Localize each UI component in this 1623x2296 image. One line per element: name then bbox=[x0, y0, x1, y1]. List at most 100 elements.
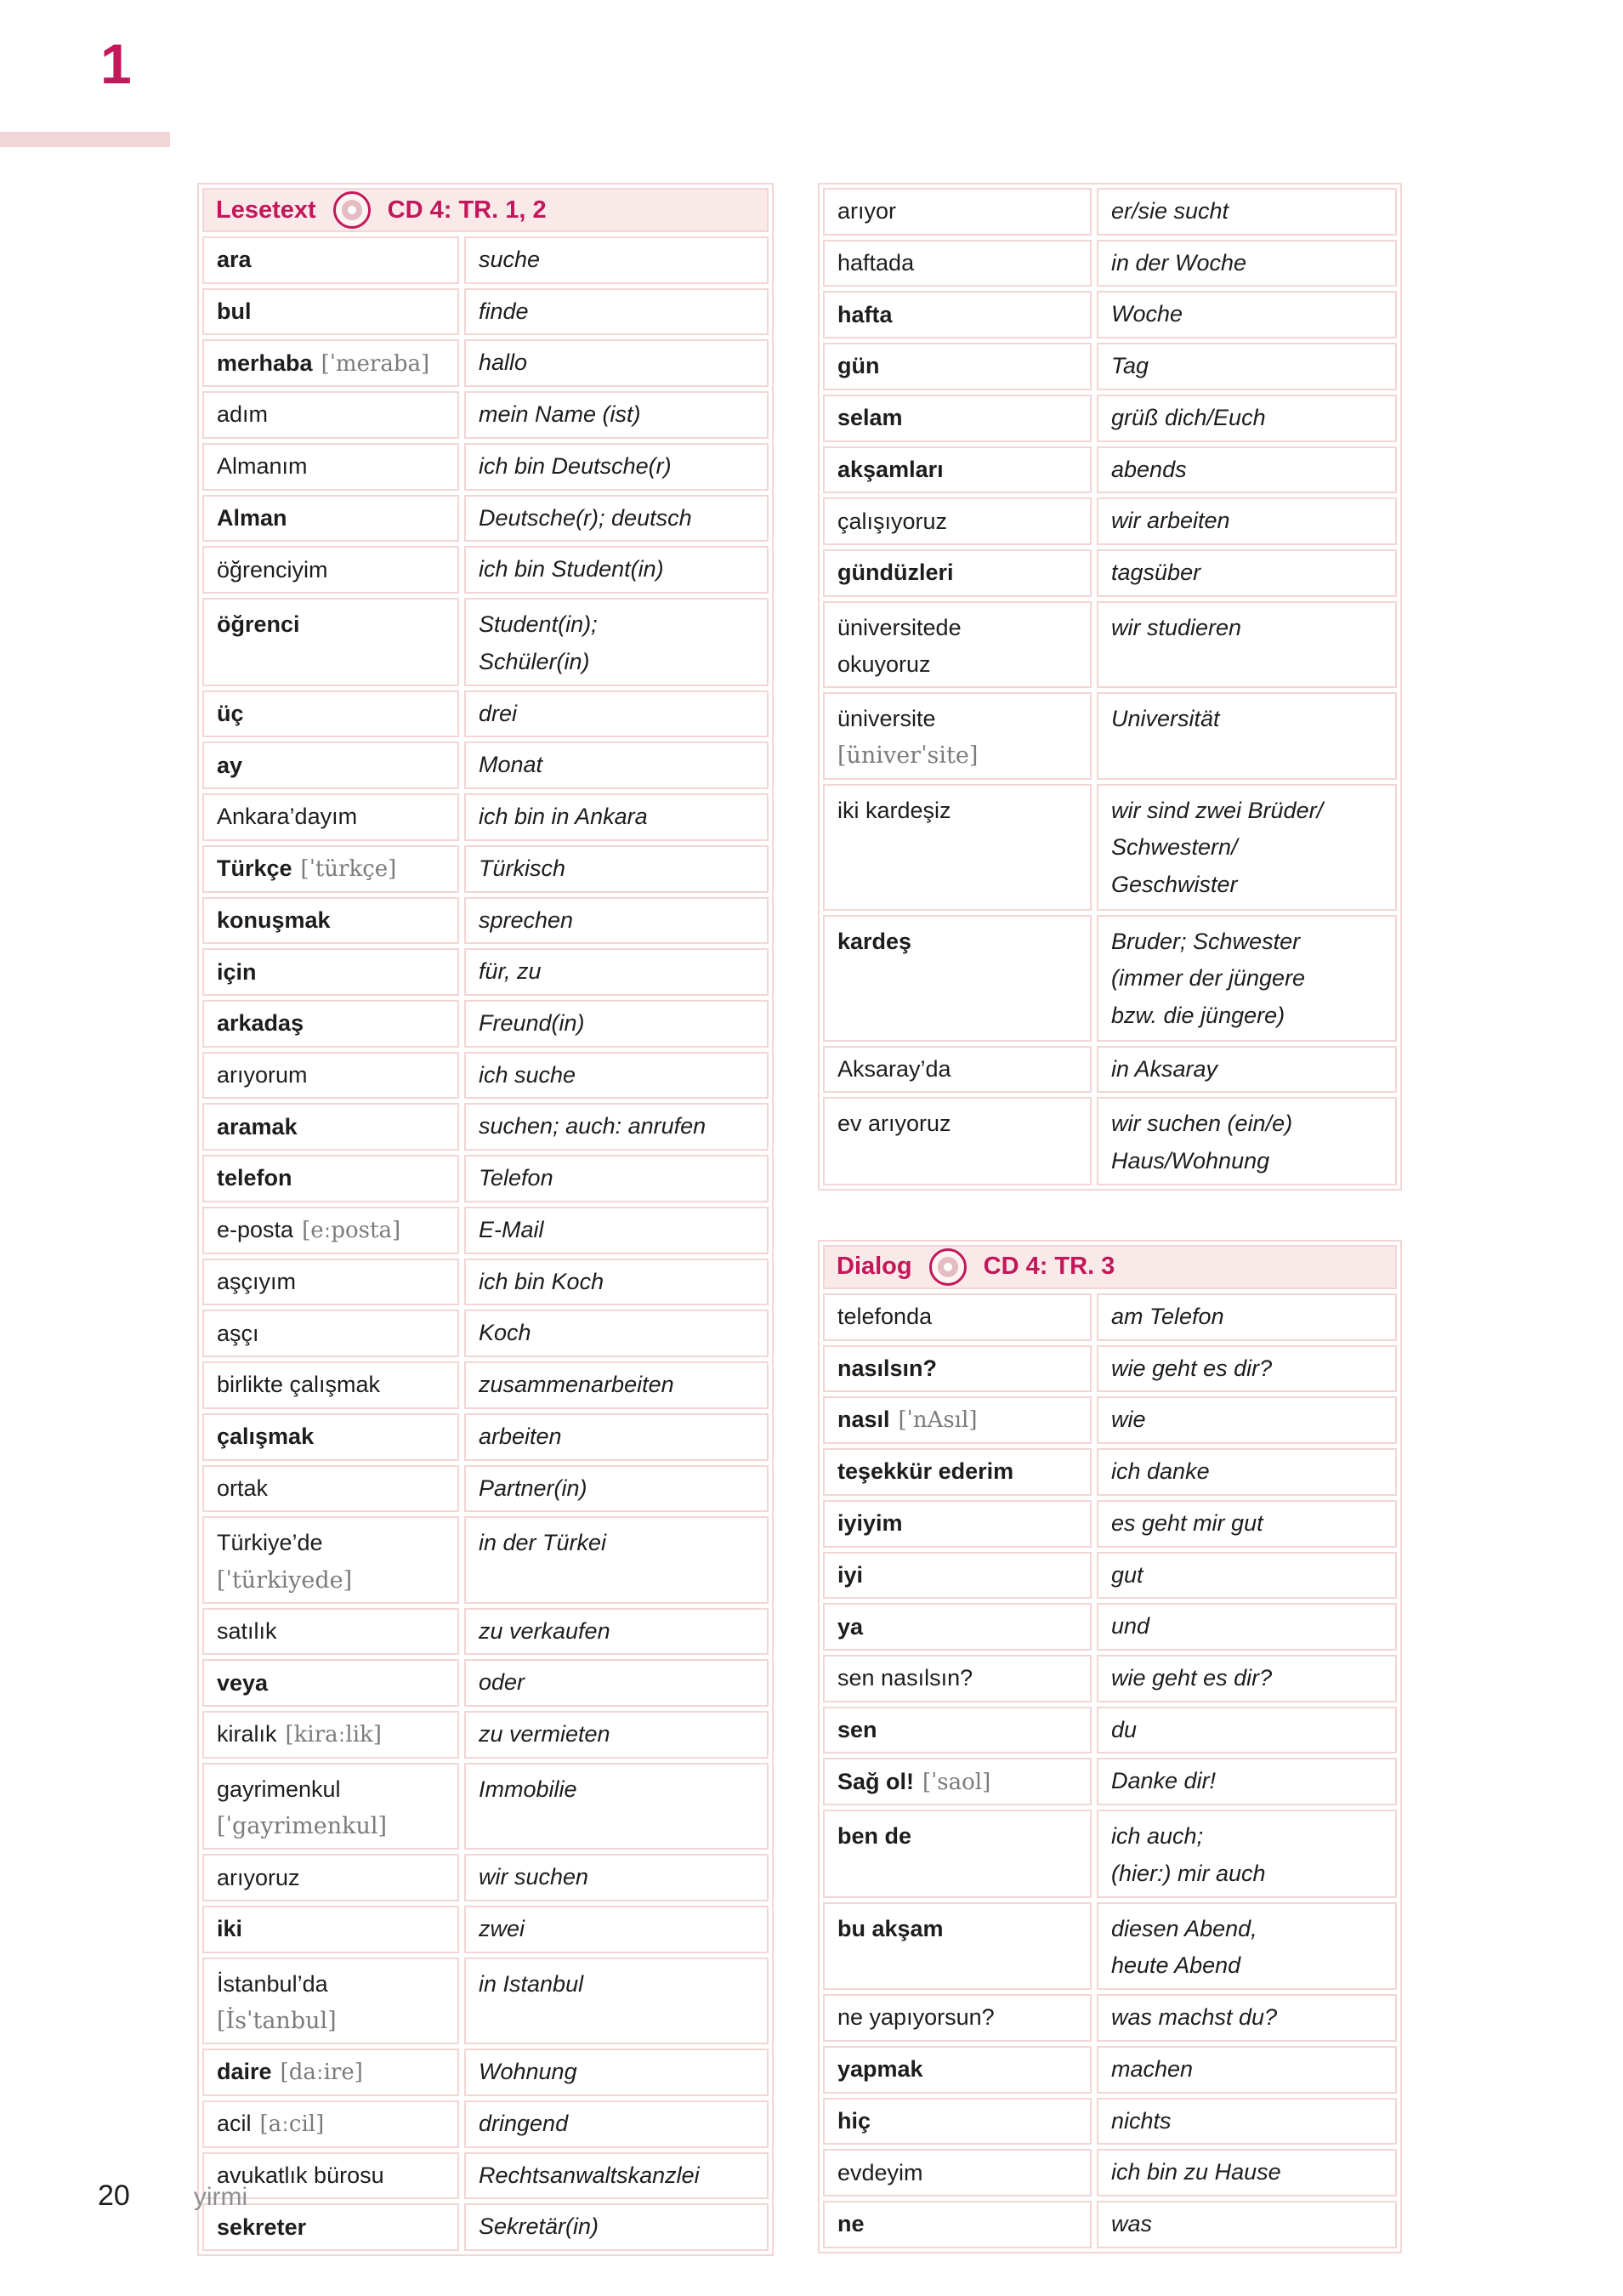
vocab-row: iyiyim es geht mir gut bbox=[823, 1499, 1397, 1548]
vocab-row: merhaba [ˈmeraba] hallo bbox=[202, 339, 769, 388]
turkish-term: haftada bbox=[837, 250, 915, 276]
turkish-term: gayrimenkul bbox=[217, 1776, 341, 1802]
turkish-cell: veya bbox=[202, 1659, 459, 1708]
turkish-term: ben de bbox=[837, 1823, 912, 1850]
turkish-term: ortak bbox=[217, 1475, 269, 1501]
phonetic-transcription: [kiraːlik] bbox=[285, 1722, 382, 1748]
vocab-row: kiralık [kiraːlik] zu vermieten bbox=[202, 1711, 769, 1759]
turkish-term: iyiyim bbox=[837, 1510, 903, 1537]
turkish-term: kardeş bbox=[837, 928, 912, 954]
vocab-row: sekreter Sekretär(in) bbox=[202, 2203, 769, 2252]
german-cell: in Aksaray bbox=[1097, 1045, 1397, 1094]
german-cell: zu vermieten bbox=[464, 1711, 769, 1759]
turkish-term: Ankara’dayım bbox=[217, 804, 358, 830]
german-translation: Immobilie bbox=[479, 1776, 577, 1802]
lesetext-header: Lesetext CD 4: TR. 1, 2 bbox=[202, 188, 769, 232]
german-cell: dringend bbox=[464, 2100, 769, 2148]
vocab-row: üniversite [üniverˈsite] Universität bbox=[823, 692, 1397, 780]
vocab-row: öğrenci Student(in); Schüler(in) bbox=[202, 598, 769, 686]
vocab-row: teşekkür ederim ich danke bbox=[823, 1448, 1397, 1496]
turkish-cell: çalışıyoruz bbox=[823, 497, 1092, 546]
turkish-term: öğrenciyim bbox=[217, 556, 328, 583]
german-translation: es geht mir gut bbox=[1111, 1509, 1263, 1536]
turkish-cell: üniversite [üniverˈsite] bbox=[823, 692, 1092, 780]
german-cell: Woche bbox=[1097, 291, 1397, 339]
german-cell: Rechtsanwaltskanzlei bbox=[464, 2151, 769, 2200]
left-column: Lesetext CD 4: TR. 1, 2 ara suche bul finde… bbox=[197, 183, 774, 2257]
turkish-term: İstanbul’da bbox=[217, 1970, 328, 1997]
turkish-cell: avukatlık bürosu bbox=[202, 2151, 459, 2200]
vocab-row: ev arıyoruz wir suchen (ein/e) Haus/Wohnun… bbox=[823, 1097, 1397, 1185]
german-cell: Student(in); Schüler(in) bbox=[464, 598, 769, 686]
page-footer: 20 yirmi bbox=[98, 2179, 247, 2213]
german-translation: ich suche bbox=[479, 1061, 576, 1088]
turkish-term: telefonda bbox=[837, 1304, 933, 1330]
german-translation: Rechtsanwaltskanzlei bbox=[479, 2162, 700, 2188]
german-translation: Geschwister bbox=[1111, 872, 1238, 898]
german-translation: und bbox=[1111, 1613, 1150, 1640]
turkish-cell: yapmak bbox=[823, 2045, 1092, 2094]
lesetext-table: Lesetext CD 4: TR. 1, 2 ara suche bul finde… bbox=[197, 183, 774, 2257]
turkish-term: akşamları bbox=[837, 456, 944, 482]
german-cell: in Istanbul bbox=[464, 1957, 769, 2045]
turkish-cell: aşçıyım bbox=[202, 1258, 459, 1306]
german-translation: zu vermieten bbox=[479, 1721, 610, 1748]
german-translation: bzw. die jüngere) bbox=[1111, 1003, 1285, 1029]
vocab-row: nasılsın? wie geht es dir? bbox=[823, 1344, 1397, 1393]
german-cell: er/sie sucht bbox=[1097, 188, 1397, 236]
german-translation: Monat bbox=[479, 752, 543, 778]
turkish-cell: e-posta [eːposta] bbox=[202, 1206, 459, 1254]
phonetic-transcription: [ˈtürkçe] bbox=[300, 855, 397, 882]
german-translation: Freund(in) bbox=[479, 1010, 585, 1037]
german-cell: Türkisch bbox=[464, 844, 769, 893]
vocab-row: aramak suchen; auch: anrufen bbox=[202, 1103, 769, 1151]
german-cell: Universität bbox=[1097, 692, 1397, 780]
turkish-term: iyi bbox=[837, 1561, 864, 1588]
turkish-term: yapmak bbox=[837, 2056, 923, 2083]
turkish-cell: üniversitede okuyoruz bbox=[823, 600, 1092, 689]
german-cell: ich suche bbox=[464, 1051, 769, 1100]
turkish-term: telefon bbox=[217, 1165, 292, 1191]
turkish-cell: arıyor bbox=[823, 188, 1092, 236]
turkish-cell: gayrimenkul [ˈgayrimenkul] bbox=[202, 1762, 459, 1850]
turkish-term: arıyor bbox=[837, 198, 897, 224]
turkish-cell: aramak bbox=[202, 1103, 459, 1151]
german-translation: Partner(in) bbox=[479, 1475, 587, 1501]
cd-icon-hole bbox=[341, 200, 362, 220]
phonetic-transcription: [ˈtürkiyede] bbox=[217, 1566, 353, 1594]
turkish-term: ev arıyoruz bbox=[837, 1111, 951, 1137]
german-cell: ich bin in Ankara bbox=[464, 793, 769, 841]
german-translation: grüß dich/Euch bbox=[1111, 404, 1266, 430]
vocab-row: ay Monat bbox=[202, 742, 769, 790]
german-cell: arbeiten bbox=[464, 1412, 769, 1461]
turkish-term: kiralık bbox=[217, 1721, 277, 1748]
vocab-row: telefon Telefon bbox=[202, 1155, 769, 1202]
turkish-cell: iki kardeşiz bbox=[823, 783, 1092, 911]
german-cell: abends bbox=[1097, 446, 1397, 494]
vocab-row: gündüzleri tagsüber bbox=[823, 549, 1397, 597]
table-title: Dialog bbox=[837, 1253, 912, 1281]
turkish-cell: evdeyim bbox=[823, 2149, 1092, 2197]
german-translation: tagsüber bbox=[1111, 560, 1201, 586]
german-cell: zusammenarbeiten bbox=[464, 1361, 769, 1409]
german-translation: Woche bbox=[1111, 301, 1183, 327]
german-translation: oder bbox=[479, 1669, 525, 1696]
german-translation: sprechen bbox=[479, 906, 574, 933]
turkish-term: veya bbox=[217, 1669, 269, 1696]
german-translation: Deutsche(r); deutsch bbox=[479, 504, 692, 531]
german-cell: Immobilie bbox=[464, 1762, 769, 1850]
turkish-term: daire bbox=[217, 2059, 272, 2085]
turkish-term: üniversite bbox=[837, 706, 936, 732]
cd-track-label: CD 4: TR. 1, 2 bbox=[387, 196, 547, 224]
vocab-row: öğrenciyim ich bin Student(in) bbox=[202, 546, 769, 594]
turkish-term: ay bbox=[217, 752, 243, 778]
vocab-row: için für, zu bbox=[202, 948, 769, 997]
german-translation: ich bin in Ankara bbox=[479, 804, 648, 830]
german-translation: ich danke bbox=[1111, 1458, 1210, 1485]
turkish-term: selam bbox=[837, 405, 903, 431]
vocab-row: ortak Partner(in) bbox=[202, 1464, 769, 1513]
turkish-term: hafta bbox=[837, 301, 893, 327]
vocab-row: üniversitede okuyoruz wir studieren bbox=[823, 600, 1397, 689]
vocab-row: arıyor er/sie sucht bbox=[823, 188, 1397, 236]
turkish-cell: Sağ ol! [ˈsaol] bbox=[823, 1758, 1092, 1806]
